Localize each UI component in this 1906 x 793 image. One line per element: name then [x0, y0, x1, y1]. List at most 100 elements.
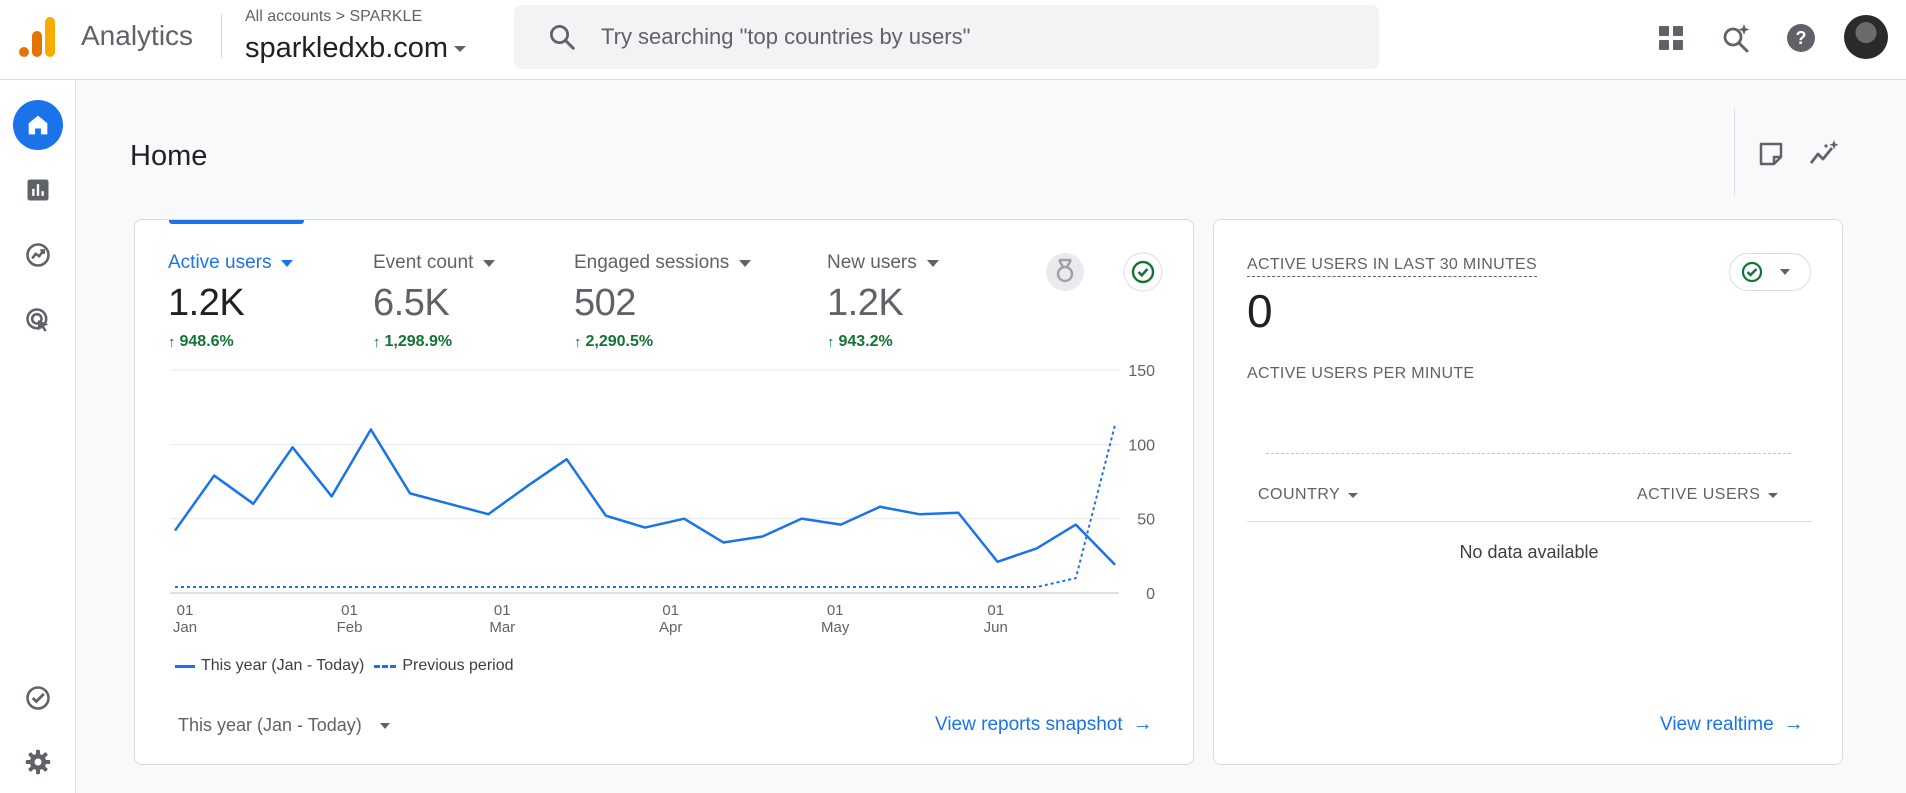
y-tick-label: 150 [1128, 363, 1155, 380]
metric-value: 1.2K [827, 282, 904, 324]
x-tick-month: Mar [489, 619, 515, 636]
nav-admin[interactable] [13, 737, 63, 787]
per-minute-empty-chart [1266, 453, 1791, 454]
metric-label: Event count [373, 252, 474, 273]
legend-solid-swatch [175, 664, 195, 668]
property-selector[interactable]: sparkledxb.com [245, 32, 467, 65]
realtime-title[interactable]: ACTIVE USERS IN LAST 30 MINUTES [1247, 256, 1537, 277]
overview-card: Active users 1.2K ↑ 948.6% Event count 6.… [134, 219, 1194, 765]
metric-tab-new-users[interactable]: New users 1.2K ↑ 943.2% [827, 252, 939, 351]
caret-down-icon [1780, 269, 1790, 275]
column-label: COUNTRY [1258, 486, 1341, 503]
arrow-up-icon: ↑ [373, 333, 381, 351]
x-tick-day: 01 [177, 602, 194, 619]
caret-down-icon [281, 259, 294, 267]
realtime-value: 0 [1247, 285, 1273, 337]
link-label: View realtime [1660, 713, 1774, 735]
table-divider [1247, 521, 1812, 522]
check-circle-icon [1741, 261, 1763, 283]
home-icon [28, 115, 48, 135]
search-icon [550, 25, 575, 50]
x-tick-month: Feb [337, 619, 363, 636]
metric-change: 948.6% [179, 333, 234, 350]
analytics-logo-icon[interactable] [19, 17, 57, 57]
legend-item-previous[interactable]: Previous period [374, 657, 514, 675]
arrow-right-icon: → [1783, 713, 1804, 735]
metric-value: 1.2K [168, 282, 245, 324]
legend-dashed-swatch [374, 664, 397, 668]
metric-tab-engaged-sessions[interactable]: Engaged sessions 502 ↑ 2,290.5% [574, 252, 752, 351]
series-line-previous-period [175, 424, 1116, 589]
x-tick-day: 01 [662, 602, 679, 619]
gear-icon [25, 749, 51, 775]
y-tick-label: 0 [1146, 586, 1155, 603]
metric-value: 502 [574, 282, 636, 324]
advertising-target-icon [26, 308, 49, 332]
data-quality-check-icon[interactable] [1123, 252, 1163, 292]
y-tick-label: 50 [1137, 512, 1155, 529]
x-tick-day: 01 [987, 602, 1004, 619]
y-tick-label: 100 [1128, 437, 1155, 454]
metric-tab-event-count[interactable]: Event count 6.5K ↑ 1,298.9% [373, 252, 496, 351]
left-navigation [0, 80, 76, 793]
nav-explore[interactable] [13, 230, 63, 280]
search-input[interactable] [601, 24, 1301, 50]
x-tick-month: May [821, 619, 850, 636]
page-title: Home [130, 140, 208, 172]
caret-down-icon [379, 722, 390, 729]
metric-label: Active users [168, 252, 272, 273]
apps-grid-icon[interactable] [1655, 22, 1687, 54]
view-realtime-link[interactable]: View realtime → [1660, 713, 1804, 736]
check-circle-icon [26, 686, 50, 710]
caret-down-icon [483, 259, 496, 267]
breadcrumb[interactable]: All accounts > SPARKLE [245, 8, 423, 25]
nav-reports[interactable] [13, 165, 63, 215]
caret-down-icon [1768, 492, 1779, 498]
view-reports-snapshot-link[interactable]: View reports snapshot → [935, 713, 1153, 736]
realtime-card: ACTIVE USERS IN LAST 30 MINUTES 0 ACTIVE… [1213, 219, 1843, 765]
x-tick-day: 01 [827, 602, 844, 619]
note-icon[interactable] [1755, 138, 1787, 170]
arrow-up-icon: ↑ [574, 333, 582, 351]
top-app-bar: Analytics All accounts > SPARKLE sparkle… [0, 0, 1906, 80]
column-label: ACTIVE USERS [1637, 486, 1761, 503]
column-header-active-users[interactable]: ACTIVE USERS [1637, 486, 1779, 504]
header-actions-divider [1734, 108, 1735, 196]
active-metric-indicator [169, 220, 304, 224]
metric-tab-active-users[interactable]: Active users 1.2K ↑ 948.6% [168, 252, 294, 351]
header-divider [221, 14, 222, 58]
account-avatar[interactable] [1844, 15, 1888, 59]
insights-icon[interactable] [1808, 138, 1840, 170]
realtime-per-minute-label: ACTIVE USERS PER MINUTE [1247, 365, 1475, 382]
x-tick-day: 01 [494, 602, 511, 619]
caret-down-icon [1348, 492, 1359, 498]
caret-down-icon [739, 259, 752, 267]
legend-item-this-year[interactable]: This year (Jan - Today) [175, 657, 364, 675]
award-badge-icon[interactable] [1045, 252, 1085, 292]
series-line-this-year [173, 428, 1116, 566]
bar-chart-icon [27, 179, 49, 201]
date-range-selector[interactable]: This year (Jan - Today) [178, 715, 390, 736]
search-bar[interactable] [514, 5, 1379, 69]
help-icon[interactable]: ? [1785, 22, 1817, 54]
nav-home[interactable] [13, 100, 63, 150]
arrow-up-icon: ↑ [827, 333, 835, 351]
explore-icon [26, 243, 50, 267]
nav-advertising[interactable] [13, 295, 63, 345]
nav-configure[interactable] [13, 673, 63, 723]
svg-text:?: ? [1796, 28, 1807, 48]
metric-change: 943.2% [838, 333, 893, 350]
x-tick-month: Jan [173, 619, 197, 636]
caret-down-icon [926, 259, 939, 267]
property-name: sparkledxb.com [245, 32, 449, 64]
main-content: Home Active users 1.2K ↑ 948.6% Event cou… [77, 80, 1906, 793]
column-header-country[interactable]: COUNTRY [1258, 486, 1359, 504]
realtime-status-dropdown[interactable] [1729, 253, 1811, 291]
search-insights-icon[interactable] [1720, 22, 1752, 54]
caret-down-icon [454, 45, 467, 52]
metric-label: Engaged sessions [574, 252, 730, 273]
x-tick-month: Apr [659, 619, 682, 636]
metric-change: 2,290.5% [585, 333, 654, 350]
arrow-right-icon: → [1132, 713, 1153, 735]
